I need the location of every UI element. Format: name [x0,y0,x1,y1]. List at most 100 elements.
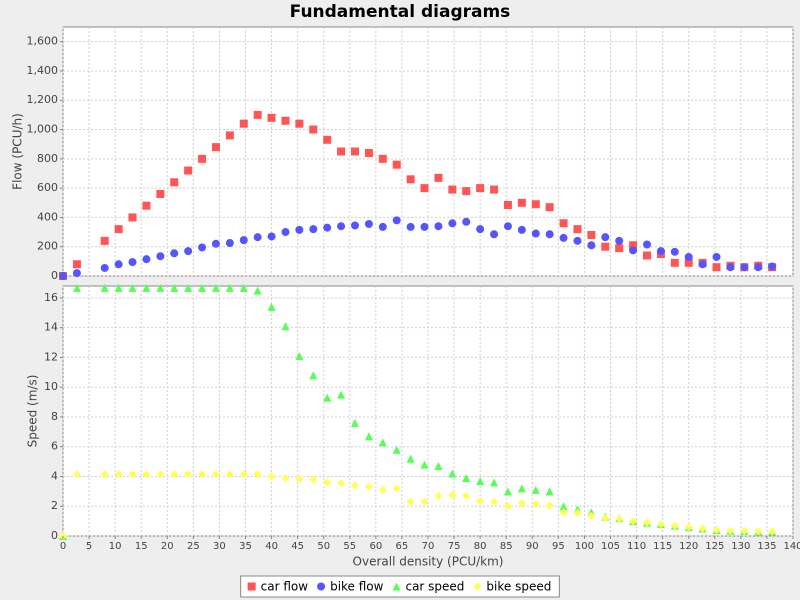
point [559,508,568,517]
point [434,491,443,500]
point [473,582,482,591]
point [531,485,540,494]
legend-label: car speed [405,580,464,594]
point [295,119,304,128]
point [156,189,165,198]
point [559,219,568,228]
point [406,222,415,231]
y-tick-label: 800 [37,152,58,165]
point [587,230,596,239]
point [323,223,332,232]
x-tick-label: 115 [653,541,672,552]
point [490,478,499,487]
x-tick-label: 105 [601,541,620,552]
point [309,225,318,234]
point [323,393,332,402]
point [156,283,165,292]
x-tick-label: 80 [474,541,487,552]
point [281,322,290,331]
point [420,184,429,193]
x-tick-label: 30 [213,541,226,552]
point [434,222,443,231]
point [184,470,193,479]
point [184,166,193,175]
point [517,198,526,207]
point [503,200,512,209]
point [545,203,554,212]
point [100,236,109,245]
point [378,485,387,494]
point [768,262,777,271]
x-tick-label: 40 [265,541,278,552]
y-tick-label: 1,400 [27,64,59,77]
point [378,154,387,163]
x-tick-label: 65 [396,541,409,552]
point [573,508,582,517]
x-tick-label: 0 [60,541,66,552]
point [601,242,610,251]
legend-label: bike flow [330,580,384,594]
point [392,216,401,225]
point [768,527,777,536]
point [601,233,610,242]
point [712,263,721,272]
point [573,236,582,245]
point [72,260,81,269]
y-axis-label: Flow (PCU/h) [11,113,25,190]
point [253,233,262,242]
point [656,520,665,529]
x-tick-label: 75 [448,541,461,552]
point [587,511,596,520]
point [309,475,318,484]
point [448,491,457,500]
point [448,185,457,194]
x-tick-label: 15 [135,541,148,552]
point [531,200,540,209]
point [462,491,471,500]
point [267,302,276,311]
point [392,484,401,493]
y-tick-label: 600 [37,181,58,194]
point [142,201,151,210]
point [184,247,193,256]
point [587,241,596,250]
point [247,582,256,591]
point [629,246,638,255]
point [170,178,179,187]
point [392,160,401,169]
point [225,283,234,292]
y-tick-label: 16 [44,291,58,304]
x-tick-label: 100 [575,541,594,552]
point [267,232,276,241]
y-tick-label: 0 [51,269,58,282]
point [531,229,540,238]
point [100,283,109,292]
point [462,473,471,482]
point [420,460,429,469]
point [142,255,151,264]
point [726,263,735,272]
point [225,470,234,479]
point [670,258,679,267]
point [351,221,359,230]
point [754,263,763,272]
point [545,501,554,510]
point [601,514,610,523]
point [337,222,346,231]
point [573,225,582,234]
point [198,154,207,163]
x-tick-label: 50 [317,541,330,552]
point [323,135,332,144]
x-tick-label: 85 [500,541,513,552]
point [740,526,749,535]
point [114,260,123,269]
point [629,517,638,526]
y-tick-label: 1,600 [27,35,59,48]
point [476,476,485,485]
x-tick-label: 95 [552,541,565,552]
legend-box [240,575,560,598]
x-axis-label: Overall density (PCU/km) [353,555,504,569]
y-tick-label: 8 [51,410,58,423]
point [629,241,638,250]
point [198,243,207,252]
